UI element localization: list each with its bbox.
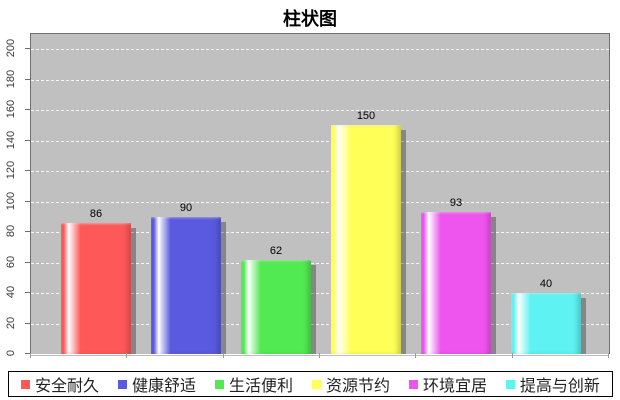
- y-tick-label-140: 140: [5, 130, 17, 149]
- bar-资源节约: [331, 125, 401, 354]
- bar-value-label: 86: [89, 207, 103, 220]
- bar-提高与创新: [511, 293, 581, 354]
- gridline-100: [31, 201, 609, 203]
- gridline-80: [31, 232, 609, 234]
- y-axis-tick-160: [25, 109, 30, 111]
- x-axis-tick: [511, 353, 513, 358]
- legend-swatch-icon: [214, 379, 224, 389]
- legend-swatch-icon: [21, 379, 30, 389]
- bar-value-label: 40: [539, 278, 553, 291]
- legend-label: 安全耐久: [35, 378, 100, 395]
- legend-label: 环境宜居: [422, 378, 487, 395]
- gridline-140: [31, 140, 609, 142]
- legend: 安全耐久 健康舒适 生活便利 资源节约 环境宜居 提高与创新: [8, 371, 613, 397]
- legend-swatch-icon: [117, 379, 127, 389]
- y-tick-label-160: 160: [5, 100, 17, 119]
- legend-swatch-icon: [505, 379, 515, 389]
- gridline-160: [31, 110, 609, 112]
- legend-item-安全耐久: 安全耐久: [21, 372, 99, 396]
- x-axis-tick: [608, 353, 609, 358]
- plot-area: 86 90 62 150 93 40: [30, 33, 610, 354]
- x-axis-tick: [415, 353, 417, 358]
- y-axis-tick-180: [25, 78, 30, 80]
- bar-value-label: 90: [179, 201, 193, 214]
- legend-item-生活便利: 生活便利: [214, 372, 293, 396]
- bar-健康舒适: [151, 216, 221, 354]
- legend-label: 生活便利: [228, 378, 293, 395]
- y-tick-label-200: 200: [5, 39, 17, 58]
- legend-label: 资源节约: [325, 378, 390, 395]
- y-tick-label-100: 100: [5, 191, 17, 210]
- y-tick-label-40: 40: [5, 285, 17, 299]
- legend-swatch-icon: [311, 379, 321, 389]
- y-axis-tick-140: [25, 139, 30, 141]
- y-axis-tick-120: [25, 170, 30, 172]
- gridline-60: [31, 262, 609, 264]
- gridline-20: [31, 323, 609, 325]
- bar-安全耐久: [61, 222, 131, 354]
- y-tick-label-60: 60: [5, 255, 17, 268]
- chart-title: 柱状图: [283, 9, 337, 29]
- legend-label: 健康舒适: [131, 378, 196, 395]
- y-axis-tick-100: [25, 200, 30, 202]
- x-axis-tick: [319, 353, 320, 358]
- gridline-200: [31, 49, 609, 51]
- y-axis-tick-0: [25, 353, 30, 354]
- bar-生活便利: [241, 259, 311, 354]
- y-tick-label-120: 120: [5, 160, 17, 180]
- y-axis-tick-80: [25, 231, 30, 233]
- gridline-40: [31, 293, 609, 295]
- legend-swatch-icon: [408, 379, 418, 389]
- y-axis-tick-60: [25, 261, 30, 263]
- bar-value-label: 93: [449, 197, 463, 210]
- y-tick-label-180: 180: [5, 69, 17, 88]
- legend-item-环境宜居: 环境宜居: [408, 372, 487, 396]
- y-tick-label-0: 0: [5, 349, 17, 357]
- x-axis-tick: [30, 353, 31, 358]
- bar-环境宜居: [421, 212, 491, 354]
- x-axis-tick: [126, 353, 128, 358]
- y-axis-tick-40: [25, 292, 30, 294]
- gridline-180: [31, 79, 609, 81]
- bar-value-label: 62: [269, 244, 283, 257]
- legend-item-资源节约: 资源节约: [311, 372, 390, 396]
- legend-label: 提高与创新: [519, 378, 600, 395]
- y-axis-tick-200: [25, 48, 30, 50]
- x-axis-tick: [222, 353, 224, 358]
- y-tick-label-20: 20: [5, 316, 17, 329]
- bar-value-label: 150: [356, 110, 376, 123]
- legend-item-健康舒适: 健康舒适: [117, 372, 196, 396]
- gridline-120: [31, 171, 609, 173]
- y-axis-tick-20: [25, 322, 30, 324]
- legend-item-提高与创新: 提高与创新: [505, 372, 600, 396]
- y-tick-label-80: 80: [5, 224, 17, 238]
